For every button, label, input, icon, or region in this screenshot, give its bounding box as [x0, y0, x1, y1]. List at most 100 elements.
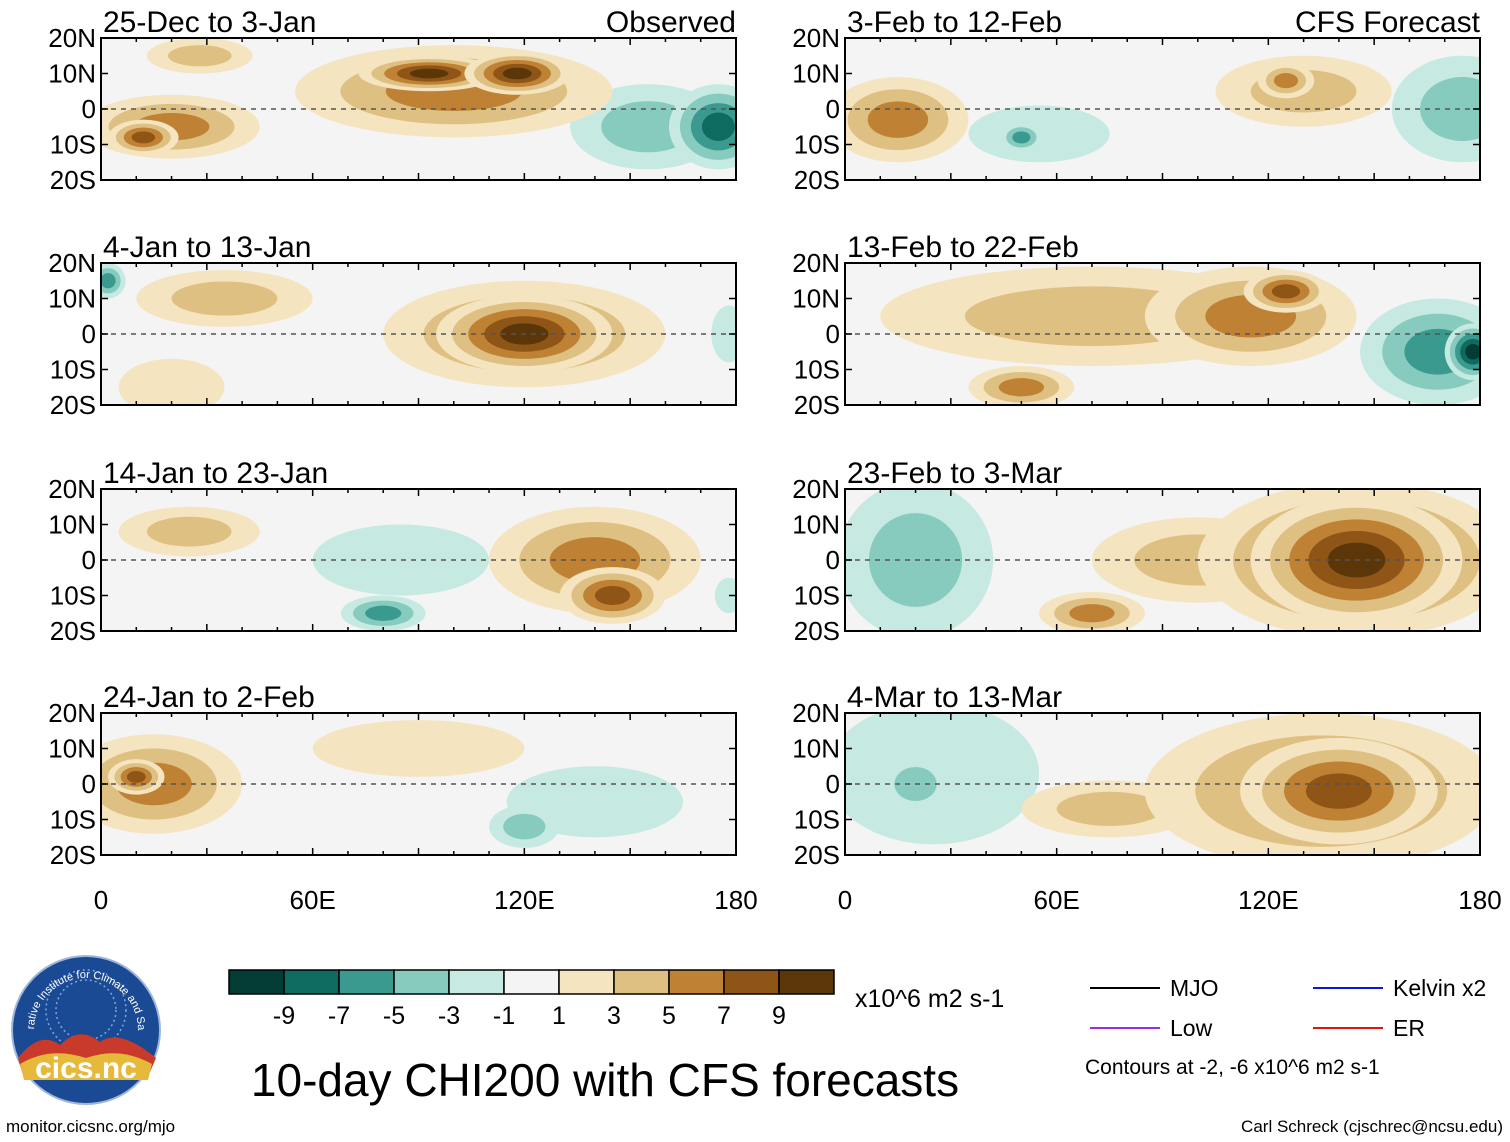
colorbar-swatch — [393, 969, 450, 995]
panel-8: 20N 10N 0 10S 20S 4-Mar to 13-Mar 0 60E 120E 180 — [792, 681, 1501, 915]
y-tick-label: 10S — [794, 805, 840, 835]
y-tick-label: 20S — [50, 165, 96, 195]
legend-item: Kelvin x2 — [1313, 975, 1486, 1001]
y-tick-label: 0 — [826, 545, 840, 575]
y-tick-label: 20S — [50, 390, 96, 420]
anomaly-blob — [1012, 131, 1031, 144]
panel-title: 14-Jan to 23-Jan — [103, 457, 328, 490]
colorbar-swatch — [448, 969, 505, 995]
x-tick-label: 180 — [714, 885, 757, 915]
y-tick-label: 10S — [50, 581, 96, 611]
anomaly-blob — [714, 577, 736, 614]
colorbar-swatch — [723, 969, 780, 995]
legend-label: ER — [1393, 1015, 1425, 1041]
logo-text: cics.nc — [35, 1052, 137, 1085]
colorbar-label: -9 — [273, 1002, 295, 1030]
panel-2: 20N 10N 0 10S 20S 4-Jan to 13-Jan — [48, 231, 737, 420]
y-tick-label: 20S — [794, 840, 840, 870]
y-tick-label: 0 — [82, 769, 96, 799]
colorbar-swatch — [283, 969, 340, 995]
y-tick-label: 10N — [48, 510, 96, 540]
y-tick-label: 20S — [794, 165, 840, 195]
panel-title: 13-Feb to 22-Feb — [847, 231, 1079, 264]
panel-title: 4-Mar to 13-Mar — [847, 681, 1062, 714]
y-tick-label: 20S — [794, 390, 840, 420]
colorbar-swatch — [228, 969, 285, 995]
panel-1: 20N 10N 0 10S 20S 25-Dec to 3-Jan Observed — [48, 6, 737, 195]
colorbar-swatch — [668, 969, 725, 995]
anomaly-blob — [131, 131, 156, 144]
panel-3: 20N 10N 0 10S 20S 14-Jan to 23-Jan — [48, 457, 737, 646]
panel-title: 25-Dec to 3-Jan — [103, 6, 316, 39]
panel-4: 20N 10N 0 10S 20S 24-Jan to 2-Feb 0 60E 120E 180 — [48, 681, 757, 915]
panel-title: 4-Jan to 13-Jan — [103, 231, 311, 264]
y-tick-label: 10S — [50, 805, 96, 835]
y-tick-label: 20N — [48, 248, 96, 278]
colorbar-units: x10^6 m2 s-1 — [855, 985, 1004, 1013]
anomaly-blob — [1069, 604, 1115, 623]
y-tick-label: 10N — [48, 734, 96, 764]
colorbar-label: -5 — [383, 1002, 405, 1030]
x-tick-label: 60E — [1034, 885, 1080, 915]
contour-note: Contours at -2, -6 x10^6 m2 s-1 — [1085, 1056, 1380, 1079]
y-tick-label: 20N — [792, 698, 840, 728]
column-label: Observed — [606, 6, 736, 39]
colorbar: -9 -7 -5 -3 -1 1 3 5 7 9 — [228, 969, 835, 1030]
anomaly-blob — [146, 516, 232, 547]
panel-field — [101, 263, 736, 405]
colorbar-swatch — [613, 969, 670, 995]
x-tick-label: 180 — [1458, 885, 1501, 915]
anomaly-blob — [126, 770, 146, 783]
y-tick-label: 10S — [794, 355, 840, 385]
column-label: CFS Forecast — [1295, 6, 1481, 39]
colorbar-label: -3 — [438, 1002, 460, 1030]
anomaly-blob — [171, 281, 278, 316]
colorbar-label: 1 — [552, 1002, 566, 1030]
panel-7: 20N 10N 0 10S 20S 23-Feb to 3-Mar — [792, 457, 1481, 646]
colorbar-label: 5 — [662, 1002, 676, 1030]
panel-field — [845, 38, 1480, 180]
y-tick-label: 0 — [82, 94, 96, 124]
y-tick-label: 20N — [792, 248, 840, 278]
colorbar-swatch — [503, 969, 560, 995]
panel-6: 20N 10N 0 10S 20S 13-Feb to 22-Feb — [792, 231, 1481, 420]
y-tick-label: 20N — [48, 23, 96, 53]
anomaly-blob — [312, 720, 525, 777]
anomaly-blob — [1056, 791, 1163, 826]
y-tick-label: 20S — [794, 616, 840, 646]
legend-label: Kelvin x2 — [1393, 975, 1486, 1001]
y-tick-label: 20N — [792, 23, 840, 53]
anomaly-blob — [312, 524, 490, 596]
y-tick-label: 10S — [794, 581, 840, 611]
panel-field — [845, 713, 1480, 855]
panel-field — [101, 489, 736, 631]
colorbar-label: 3 — [607, 1002, 621, 1030]
legend-item: MJO — [1090, 975, 1219, 1001]
y-tick-label: 20S — [50, 840, 96, 870]
x-tick-label: 120E — [494, 885, 555, 915]
anomaly-blob — [867, 101, 929, 138]
colorbar-swatch — [338, 969, 395, 995]
anomaly-blob — [118, 358, 225, 405]
anomaly-blob — [594, 586, 631, 605]
footer-url[interactable]: monitor.cicsnc.org/mjo — [6, 1117, 175, 1136]
anomaly-blob — [711, 305, 736, 363]
y-tick-label: 10S — [50, 355, 96, 385]
anomaly-blob — [1420, 77, 1480, 141]
y-tick-label: 0 — [82, 319, 96, 349]
figure-title: 10-day CHI200 with CFS forecasts — [251, 1054, 959, 1106]
y-tick-label: 0 — [826, 769, 840, 799]
colorbar-label: 7 — [717, 1002, 731, 1030]
anomaly-blob — [701, 112, 735, 141]
colorbar-label: -1 — [493, 1002, 515, 1030]
y-tick-label: 10N — [48, 59, 96, 89]
y-tick-label: 20N — [48, 698, 96, 728]
legend-item: ER — [1313, 1015, 1425, 1041]
y-tick-label: 0 — [826, 94, 840, 124]
anomaly-blob — [998, 378, 1045, 397]
panel-field — [101, 713, 736, 855]
y-tick-label: 10N — [792, 59, 840, 89]
legend-item: Low — [1090, 1015, 1213, 1041]
y-tick-label: 10S — [50, 130, 96, 160]
